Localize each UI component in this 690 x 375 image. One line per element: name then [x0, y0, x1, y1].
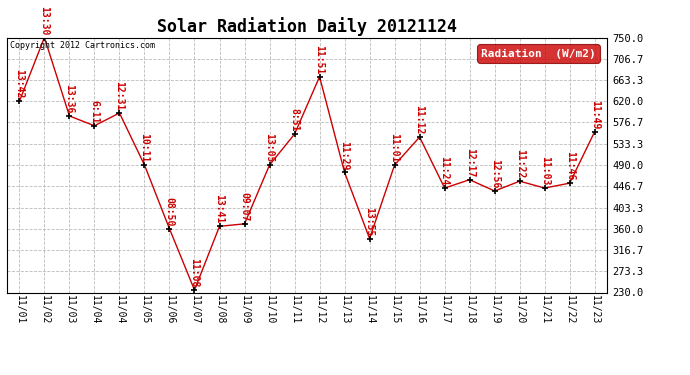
- Text: 13:41: 13:41: [215, 195, 224, 224]
- Text: 13:30: 13:30: [39, 6, 50, 35]
- Text: 11:22: 11:22: [515, 149, 524, 179]
- Text: 10:11: 10:11: [139, 133, 150, 162]
- Text: 12:31: 12:31: [115, 81, 124, 111]
- Text: 11:12: 11:12: [415, 105, 424, 135]
- Text: 6:11: 6:11: [90, 100, 99, 123]
- Text: 09:07: 09:07: [239, 192, 250, 221]
- Text: 11:51: 11:51: [315, 45, 324, 74]
- Text: 12:56: 12:56: [490, 159, 500, 189]
- Text: 13:36: 13:36: [64, 84, 75, 114]
- Text: 11:08: 11:08: [190, 258, 199, 288]
- Text: 11:46: 11:46: [564, 152, 575, 181]
- Text: 11:01: 11:01: [390, 133, 400, 162]
- Text: 12:17: 12:17: [464, 148, 475, 177]
- Text: 08:50: 08:50: [164, 197, 175, 226]
- Text: Copyright 2012 Cartronics.com: Copyright 2012 Cartronics.com: [10, 41, 155, 50]
- Text: 11:49: 11:49: [590, 100, 600, 129]
- Text: 13:42: 13:42: [14, 69, 24, 99]
- Text: 11:29: 11:29: [339, 141, 350, 170]
- Text: 11:24: 11:24: [440, 156, 450, 186]
- Legend: Radiation  (W/m2): Radiation (W/m2): [477, 45, 600, 63]
- Text: 13:55: 13:55: [364, 207, 375, 236]
- Title: Solar Radiation Daily 20121124: Solar Radiation Daily 20121124: [157, 17, 457, 36]
- Text: 8:51: 8:51: [290, 108, 299, 132]
- Text: 13:05: 13:05: [264, 133, 275, 162]
- Text: 11:03: 11:03: [540, 156, 550, 186]
